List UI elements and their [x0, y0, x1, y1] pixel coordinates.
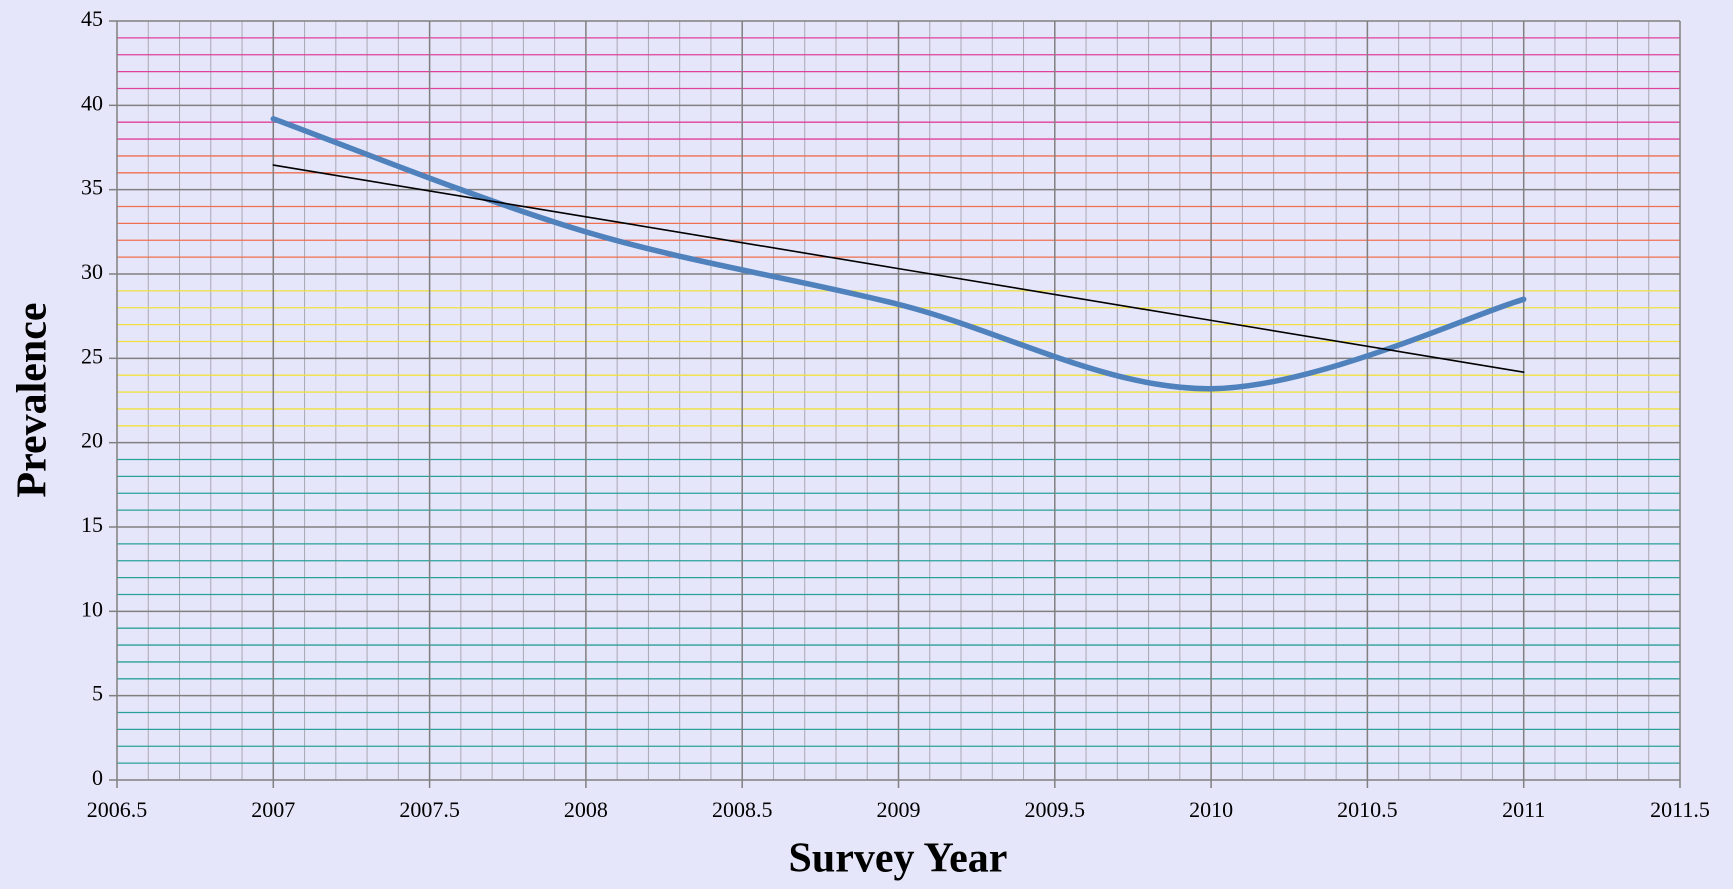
plot	[270, 116, 1527, 392]
y-tick-label: 35	[81, 175, 103, 200]
y-tick-label: 20	[81, 428, 103, 453]
y-tick-label: 25	[81, 343, 103, 368]
x-tick-label: 2009	[877, 797, 921, 822]
x-tick-label: 2009.5	[1025, 797, 1086, 822]
x-tick-label: 2010.5	[1337, 797, 1398, 822]
y-tick-label: 15	[81, 512, 103, 537]
trend-line	[272, 164, 1525, 373]
x-axis-title: Survey Year	[789, 836, 1008, 882]
y-tick-label: 40	[81, 90, 103, 115]
y-tick-label: 0	[92, 765, 103, 790]
y-tick-label: 45	[81, 6, 103, 31]
x-tick-label: 2007.5	[399, 797, 460, 822]
y-tick-label: 5	[92, 681, 103, 706]
x-tick-label: 2011	[1502, 797, 1545, 822]
x-tick-label: 2006.5	[87, 797, 148, 822]
data-line	[270, 116, 1527, 392]
x-tick-label: 2010	[1189, 797, 1233, 822]
y-tick-label: 30	[81, 259, 103, 284]
y-tick-label: 10	[81, 596, 103, 621]
x-tick-label: 2008	[564, 797, 608, 822]
x-tick-label: 2008.5	[712, 797, 773, 822]
x-tick-label: 2007	[251, 797, 295, 822]
grid: 0 5 10 15 20 25 30 35 40 45 2006.5 2007 2007.5 2008 20…	[81, 6, 1710, 822]
y-axis-title: Prevalence	[10, 302, 56, 497]
x-tick-label: 2011.5	[1650, 797, 1710, 822]
